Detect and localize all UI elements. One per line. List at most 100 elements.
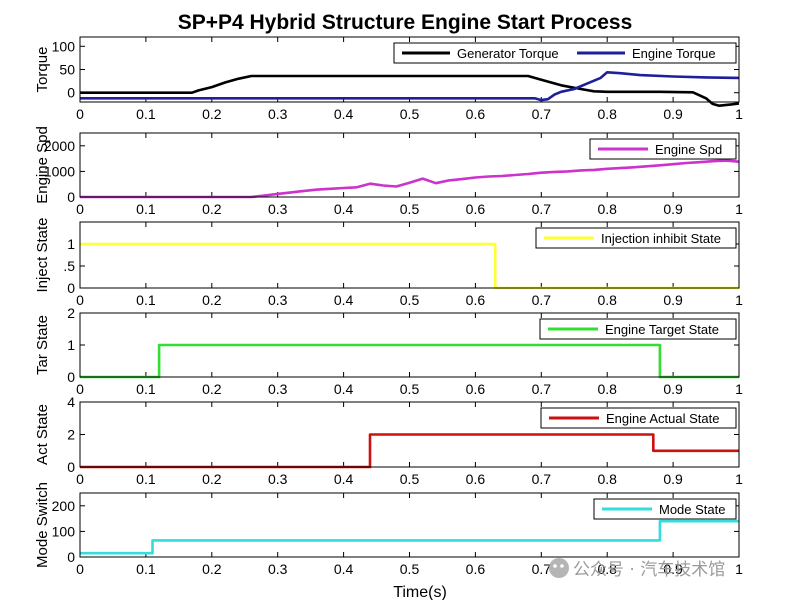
y-tick-label: 2 xyxy=(67,427,75,443)
x-tick-label: 0.4 xyxy=(334,201,354,217)
y-tick-label: 100 xyxy=(52,38,76,54)
x-tick-label: 0.9 xyxy=(663,381,683,397)
x-tick-label: 0.1 xyxy=(136,292,156,308)
x-tick-label: 0.7 xyxy=(532,201,552,217)
y-axis-label: Engine Spd xyxy=(34,126,51,204)
x-tick-label: 0 xyxy=(76,561,84,577)
x-tick-label: 0.6 xyxy=(466,561,486,577)
x-tick-label: 0.8 xyxy=(597,561,617,577)
x-tick-label: 1 xyxy=(735,292,743,308)
y-tick-label: 0 xyxy=(67,459,75,475)
y-tick-label: 2 xyxy=(67,305,75,321)
x-tick-label: 0.6 xyxy=(466,292,486,308)
y-tick-label: 0 xyxy=(67,280,75,296)
y-axis-label: Inject State xyxy=(34,217,51,292)
x-tick-label: 0 xyxy=(76,471,84,487)
y-tick-label: 0 xyxy=(67,85,75,101)
x-tick-label: 0.5 xyxy=(400,106,420,122)
x-tick-label: 0.4 xyxy=(334,381,354,397)
x-tick-label: 0.8 xyxy=(597,471,617,487)
series-line-engine-torque xyxy=(80,71,740,102)
x-tick-label: 0.2 xyxy=(202,471,222,487)
x-tick-label: 0 xyxy=(76,381,84,397)
x-tick-label: 0.1 xyxy=(136,106,156,122)
wechat-icon xyxy=(549,558,569,578)
axes-box xyxy=(79,492,740,558)
x-tick-label: 0.1 xyxy=(136,471,156,487)
axes-box xyxy=(79,36,740,103)
x-tick-label: 0.5 xyxy=(400,292,420,308)
x-tick-label: 0.6 xyxy=(466,471,486,487)
x-tick-label: 0 xyxy=(76,292,84,308)
x-tick-label: 1 xyxy=(735,471,743,487)
legend-label: Engine Actual State xyxy=(606,411,719,426)
legend-box xyxy=(540,407,737,429)
legend-box xyxy=(589,138,737,160)
subplot-panels: 0 0.1 0.2 0.3 0.4 0.5 0.6 0.7 0.8 0.9 1050100Torqu… xyxy=(34,36,743,577)
y-tick-label: 2000 xyxy=(44,138,75,154)
x-tick-label: 0.9 xyxy=(663,292,683,308)
x-tick-label: 0.2 xyxy=(202,561,222,577)
chart-title: SP+P4 Hybrid Structure Engine Start Proc… xyxy=(178,11,633,34)
axes-box xyxy=(79,401,740,468)
legend-label: Generator Torque xyxy=(457,46,559,61)
legend-box xyxy=(535,227,737,249)
legend: Engine Target State xyxy=(539,318,737,340)
legend: Engine Spd xyxy=(589,138,737,160)
y-tick-label: 50 xyxy=(59,62,75,78)
legend-label: Injection inhibit State xyxy=(601,231,721,246)
x-tick-label: 0.7 xyxy=(532,381,552,397)
x-tick-label: 0.5 xyxy=(400,471,420,487)
x-tick-label: 0.2 xyxy=(202,201,222,217)
x-tick-label: 0.3 xyxy=(268,106,288,122)
x-tick-label: 0.4 xyxy=(334,292,354,308)
y-axis-label: Mode Switch xyxy=(34,482,51,568)
x-tick-label: 0.4 xyxy=(334,471,354,487)
x-tick-label: 0.2 xyxy=(202,106,222,122)
axes-box xyxy=(79,132,740,198)
watermark: 公众号 · 汽车技术馆 xyxy=(549,558,725,580)
x-tick-label: 0.8 xyxy=(597,381,617,397)
legend: Generator Torque Engine Torque xyxy=(393,42,737,64)
legend: Mode State xyxy=(593,498,737,520)
series-line-mode-state xyxy=(80,519,739,555)
x-tick-label: 0.6 xyxy=(466,201,486,217)
x-tick-label: 0.7 xyxy=(532,471,552,487)
x-tick-label: 0.4 xyxy=(334,106,354,122)
y-tick-label: .5 xyxy=(63,258,75,274)
x-tick-label: 0.9 xyxy=(663,561,683,577)
x-tick-label: 0.1 xyxy=(136,201,156,217)
series-line-engine-spd xyxy=(80,159,740,199)
series-line-generator-torque xyxy=(80,74,740,107)
legend-label: Engine Spd xyxy=(655,142,722,157)
x-tick-label: 0.5 xyxy=(400,381,420,397)
y-tick-label: 1000 xyxy=(44,163,75,179)
legend-label: Engine Torque xyxy=(632,46,716,61)
axes-box xyxy=(79,312,740,378)
y-tick-label: 1 xyxy=(67,337,75,353)
x-axis-label: Time(s) xyxy=(393,584,447,600)
y-axis-label: Torque xyxy=(34,47,51,93)
y-tick-label: 4 xyxy=(67,394,75,410)
subplot-1: 0 0.1 0.2 0.3 0.4 0.5 0.6 0.7 0.8 0.9 1 0 50 100Torqu… xyxy=(34,36,743,122)
x-tick-label: 0.6 xyxy=(466,381,486,397)
x-tick-label: 1 xyxy=(735,106,743,122)
x-tick-label: 0.8 xyxy=(597,292,617,308)
subplot-5: 0 0.1 0.2 0.3 0.4 0.5 0.6 0.7 0.8 0.9 1 0 2 4 Act Stat… xyxy=(34,394,743,487)
wechat-icon-eye xyxy=(560,564,564,568)
x-tick-label: 0.1 xyxy=(136,381,156,397)
legend-box xyxy=(539,318,737,340)
y-tick-label: 0 xyxy=(67,369,75,385)
x-tick-label: 0.3 xyxy=(268,201,288,217)
y-tick-label: 200 xyxy=(52,498,76,514)
x-tick-label: 0.9 xyxy=(663,201,683,217)
legend: Injection inhibit State xyxy=(535,227,737,249)
subplot-3: 0 0.1 0.2 0.3 0.4 0.5 0.6 0.7 0.8 0.9 10.51Inject … xyxy=(34,217,743,308)
x-tick-label: 0.8 xyxy=(597,201,617,217)
subplot-6: 0 0.1 0.2 0.3 0.4 0.5 0.6 0.7 0.8 0.9 10100200Mode… xyxy=(34,482,743,577)
axes-box xyxy=(79,221,740,289)
legend-label: Mode State xyxy=(659,502,726,517)
x-tick-label: 0.3 xyxy=(268,471,288,487)
x-tick-label: 0.9 xyxy=(663,106,683,122)
x-tick-label: 0.7 xyxy=(532,292,552,308)
